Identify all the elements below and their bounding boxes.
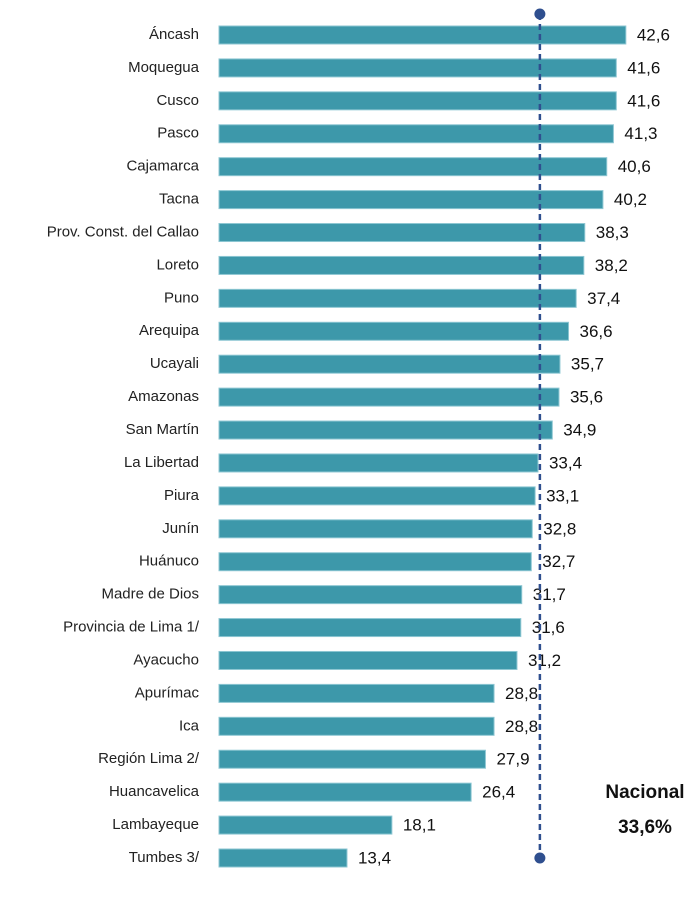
bar xyxy=(218,552,532,572)
bar xyxy=(218,387,560,407)
category-label: Áncash xyxy=(149,26,199,43)
category-label: Amazonas xyxy=(128,388,199,405)
value-label: 41,6 xyxy=(627,58,660,77)
category-label: Cusco xyxy=(156,92,199,109)
category-label: Lambayeque xyxy=(112,816,199,833)
value-label: 38,2 xyxy=(595,256,628,275)
bar xyxy=(218,124,614,144)
category-label: San Martín xyxy=(126,421,199,438)
category-label: Prov. Const. del Callao xyxy=(47,223,199,240)
bar xyxy=(218,782,472,802)
value-label: 18,1 xyxy=(403,816,436,835)
reference-label: Nacional xyxy=(605,782,684,803)
value-label: 33,1 xyxy=(546,486,579,505)
reference-end xyxy=(534,8,546,20)
value-label: 40,2 xyxy=(614,190,647,209)
value-label: 38,3 xyxy=(596,223,629,242)
bar xyxy=(218,190,604,210)
bar xyxy=(218,223,586,243)
bar xyxy=(218,255,585,275)
value-label: 32,7 xyxy=(542,552,575,571)
value-label: 33,4 xyxy=(549,453,582,472)
value-label: 32,8 xyxy=(543,519,576,538)
bar xyxy=(218,650,518,670)
bar xyxy=(218,354,561,374)
reference-end xyxy=(534,852,546,864)
bar xyxy=(218,486,536,506)
value-label: 31,7 xyxy=(533,585,566,604)
bar xyxy=(218,749,486,769)
value-label: 40,6 xyxy=(618,157,651,176)
bar xyxy=(218,420,553,440)
category-label: Tacna xyxy=(159,191,200,208)
category-label: Madre de Dios xyxy=(101,586,199,603)
bar xyxy=(218,288,577,308)
category-label: Ucayali xyxy=(150,355,199,372)
value-label: 31,2 xyxy=(528,651,561,670)
bar xyxy=(218,848,348,868)
category-label: Pasco xyxy=(157,125,199,142)
bar xyxy=(218,585,523,605)
bar xyxy=(218,157,608,177)
value-label: 35,6 xyxy=(570,388,603,407)
value-label: 36,6 xyxy=(580,322,613,341)
value-label: 31,6 xyxy=(532,618,565,637)
category-label: Huancavelica xyxy=(109,783,200,800)
value-label: 34,9 xyxy=(563,421,596,440)
category-label: Ayacucho xyxy=(133,651,199,668)
category-label: Piura xyxy=(164,487,200,504)
value-label: 41,3 xyxy=(624,124,657,143)
category-label: Puno xyxy=(164,289,199,306)
category-label: Junín xyxy=(162,520,199,537)
value-label: 37,4 xyxy=(587,289,620,308)
reference-value-label: 33,6% xyxy=(618,817,672,838)
bar xyxy=(218,25,627,45)
category-label: Arequipa xyxy=(139,322,200,339)
category-label: Provincia de Lima 1/ xyxy=(63,619,200,636)
category-label: Loreto xyxy=(156,256,199,273)
value-label: 28,8 xyxy=(505,684,538,703)
value-label: 27,9 xyxy=(496,750,529,769)
value-label: 35,7 xyxy=(571,355,604,374)
bar xyxy=(218,453,539,473)
bar xyxy=(218,815,393,835)
category-label: Cajamarca xyxy=(126,158,199,175)
bar xyxy=(218,716,495,736)
category-label: La Libertad xyxy=(124,454,199,471)
value-label: 42,6 xyxy=(637,25,670,44)
bar xyxy=(218,519,533,539)
category-label: Tumbes 3/ xyxy=(129,849,200,866)
category-label: Apurímac xyxy=(135,684,200,701)
category-label: Ica xyxy=(179,717,200,734)
bar xyxy=(218,618,522,638)
value-label: 41,6 xyxy=(627,91,660,110)
bar xyxy=(218,58,617,78)
category-label: Huánuco xyxy=(139,553,199,570)
category-label: Región Lima 2/ xyxy=(98,750,200,767)
bar xyxy=(218,683,495,703)
value-label: 26,4 xyxy=(482,783,515,802)
value-label: 28,8 xyxy=(505,717,538,736)
bar xyxy=(218,321,570,341)
category-label: Moquegua xyxy=(128,59,200,76)
bar xyxy=(218,91,617,111)
value-label: 13,4 xyxy=(358,848,391,867)
